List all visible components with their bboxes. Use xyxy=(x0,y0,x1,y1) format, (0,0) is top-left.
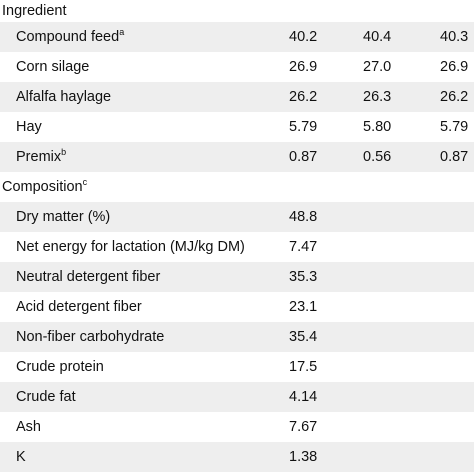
row-label: Dry matter (%) xyxy=(16,209,111,225)
table-row: Non-fiber carbohydrate 35.4 xyxy=(0,322,474,352)
table-row: Premixb 0.87 0.56 0.87 xyxy=(0,142,474,172)
row-label: Non-fiber carbohydrate xyxy=(16,329,165,345)
table-row: Dry matter (%) 48.8 xyxy=(0,202,474,232)
value-cell: 0.56 xyxy=(363,149,392,165)
row-label: Hay xyxy=(16,119,42,135)
value-cell: 0.87 xyxy=(289,149,318,165)
section-heading-label: Ingredient xyxy=(2,3,67,19)
value-cell: 4.14 xyxy=(289,389,318,405)
value-cell: 40.2 xyxy=(289,29,318,45)
section-heading-label: Compositionc xyxy=(2,177,88,195)
table-row: Hay 5.79 5.80 5.79 xyxy=(0,112,474,142)
row-label: Acid detergent fiber xyxy=(16,299,142,315)
value-cell: 5.79 xyxy=(289,119,318,135)
value-cell: 17.5 xyxy=(289,359,318,375)
value-cell: 23.1 xyxy=(289,299,318,315)
table-row: Crude fat 4.14 xyxy=(0,382,474,412)
value-cell: 1.38 xyxy=(289,449,318,465)
row-label: K xyxy=(16,449,26,465)
value-cell: 35.3 xyxy=(289,269,318,285)
row-label: Alfalfa haylage xyxy=(16,89,112,105)
row-label: Compound feeda xyxy=(16,27,125,45)
value-cell: 0.87 xyxy=(440,149,469,165)
row-label: Premixb xyxy=(16,147,67,165)
value-cell: 26.2 xyxy=(289,89,318,105)
section-heading-ingredient: Ingredient xyxy=(0,0,474,22)
table-row: Acid detergent fiber 23.1 xyxy=(0,292,474,322)
row-label: Ash xyxy=(16,419,41,435)
table-row: Compound feeda 40.2 40.4 40.3 xyxy=(0,22,474,52)
row-label: Corn silage xyxy=(16,59,90,75)
value-cell: 48.8 xyxy=(289,209,318,225)
table-row: Ash 7.67 xyxy=(0,412,474,442)
table-row: Crude protein 17.5 xyxy=(0,352,474,382)
value-cell: 7.47 xyxy=(289,239,318,255)
value-cell: 27.0 xyxy=(363,59,392,75)
value-cell: 7.67 xyxy=(289,419,318,435)
value-cell: 35.4 xyxy=(289,329,318,345)
value-cell: 40.3 xyxy=(440,29,469,45)
value-cell: 5.79 xyxy=(440,119,469,135)
value-cell: 26.9 xyxy=(289,59,318,75)
row-label: Crude fat xyxy=(16,389,76,405)
row-label: Crude protein xyxy=(16,359,104,375)
table-row: Net energy for lactation (MJ/kg DM) 7.47 xyxy=(0,232,474,262)
value-cell: 40.4 xyxy=(363,29,392,45)
value-cell: 26.9 xyxy=(440,59,469,75)
value-cell: 5.80 xyxy=(363,119,392,135)
table-row: Neutral detergent fiber 35.3 xyxy=(0,262,474,292)
section-heading-composition: Compositionc xyxy=(0,172,474,202)
row-label: Net energy for lactation (MJ/kg DM) xyxy=(16,239,245,255)
value-cell: 26.2 xyxy=(440,89,469,105)
value-cell: 26.3 xyxy=(363,89,392,105)
row-label: Neutral detergent fiber xyxy=(16,269,161,285)
table-row: K 1.38 xyxy=(0,442,474,472)
table-row: Alfalfa haylage 26.2 26.3 26.2 xyxy=(0,82,474,112)
table-row: Corn silage 26.9 27.0 26.9 xyxy=(0,52,474,82)
